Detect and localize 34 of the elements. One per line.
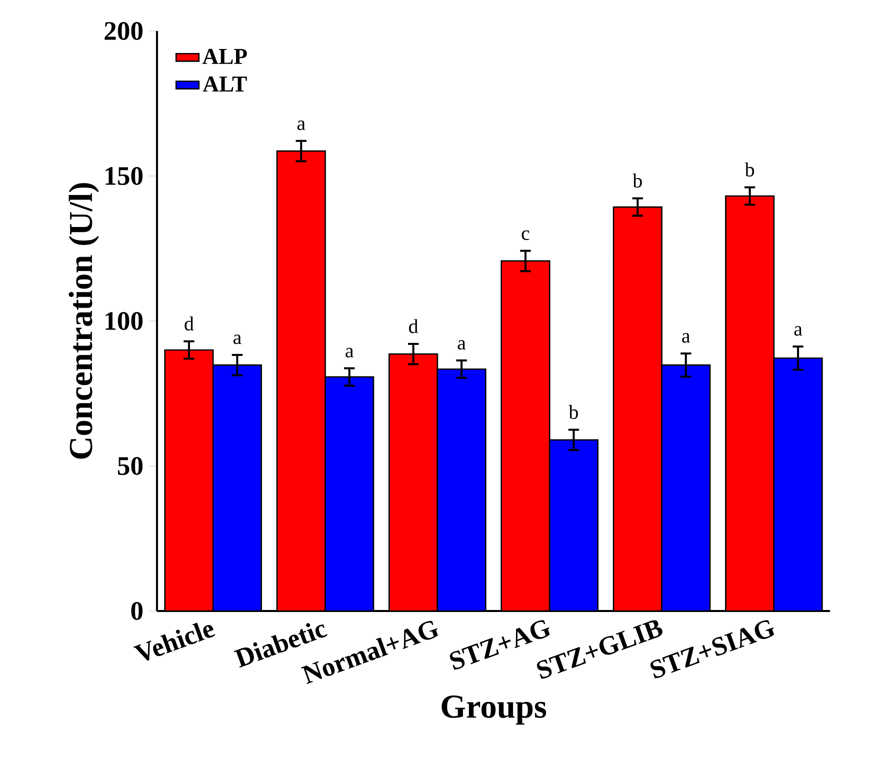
legend-label: ALP [202,48,247,64]
bar [725,195,775,611]
bar [212,364,262,611]
annotation: b [744,162,754,177]
annotation: a [346,348,354,358]
y-tick-label: 0 [131,602,143,620]
bar [436,368,486,611]
annotation: b [568,404,578,419]
y-tick-label: 100 [106,312,143,330]
y-tick-label: 50 [118,457,143,475]
annotation: a [297,120,306,130]
annotation: b [632,173,642,188]
bar [500,260,550,611]
bar [276,150,326,611]
y-axis-title: Concentration (U/l) [68,183,99,459]
bar [773,357,823,611]
bar [324,376,374,611]
bar [612,206,662,611]
annotation: a [458,340,466,350]
annotation: d [409,319,418,334]
legend-label: ALT [202,76,247,92]
x-axis-title: Groups [442,696,546,725]
annotation: a [682,333,690,343]
y-tick-label: 150 [106,167,143,185]
annotation: c [522,230,530,240]
bar [164,349,214,611]
annotation: a [794,326,802,336]
annotation: a [233,334,242,344]
y-tick-label: 200 [104,22,143,40]
bar [548,439,598,611]
bar [388,353,438,611]
x-tick-label: Vehicle [133,622,216,661]
annotation: d [184,316,194,331]
bar [661,364,711,611]
